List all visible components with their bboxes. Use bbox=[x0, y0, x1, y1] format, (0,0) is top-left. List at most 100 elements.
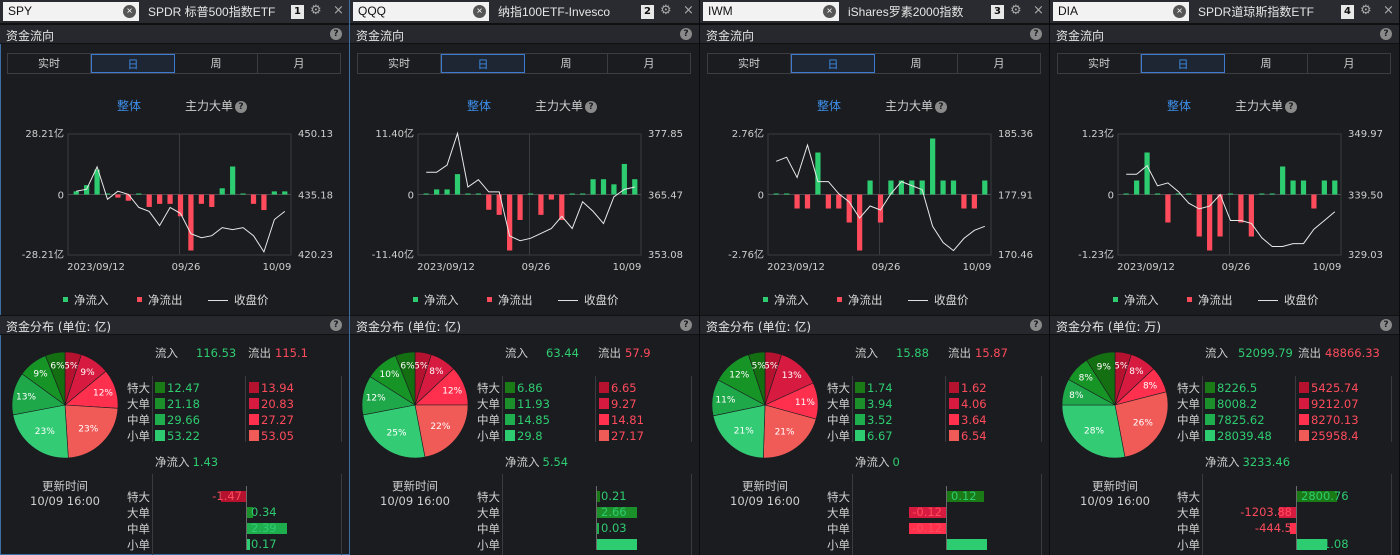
flow-chart: 1.23亿 0 -1.23亿 349.97 339.50 329.03 2023/09/12… bbox=[1078, 127, 1383, 273]
pie-slice bbox=[748, 351, 766, 406]
period-tab[interactable]: 日 bbox=[1141, 54, 1225, 73]
outflow-cell-value: 25958.4 bbox=[1311, 429, 1359, 443]
help-icon[interactable]: ? bbox=[1030, 319, 1042, 331]
close-icon[interactable]: × bbox=[1383, 3, 1394, 18]
clear-symbol-icon[interactable]: × bbox=[473, 5, 486, 18]
net-value: 0.21 bbox=[601, 489, 627, 503]
pie-label: 11% bbox=[795, 398, 815, 408]
pie-label: 9% bbox=[33, 369, 48, 379]
flow-bar bbox=[188, 194, 194, 251]
mode-all[interactable]: 整体 bbox=[817, 99, 842, 113]
settings-sliders-icon[interactable]: ⚙ bbox=[310, 3, 322, 18]
legend-red-swatch bbox=[837, 297, 842, 302]
period-tab[interactable]: 月 bbox=[993, 57, 1005, 70]
help-icon[interactable]: ? bbox=[1380, 28, 1392, 40]
flow-bar bbox=[271, 191, 277, 195]
net-value: -444.5 bbox=[1254, 521, 1292, 535]
net-bar bbox=[247, 507, 253, 518]
help-icon[interactable]: ? bbox=[935, 101, 948, 113]
pie-label: 12% bbox=[442, 386, 462, 396]
outflow-cell-value: 8270.13 bbox=[1311, 413, 1359, 427]
symbol-input[interactable]: QQQ × bbox=[353, 2, 489, 21]
inflow-bar bbox=[855, 414, 865, 425]
legend-label: 净流出 bbox=[498, 293, 533, 307]
period-tab[interactable]: 实时 bbox=[708, 54, 791, 73]
help-icon[interactable]: ? bbox=[1380, 319, 1392, 331]
inflow-bar bbox=[1205, 430, 1215, 441]
help-icon[interactable]: ? bbox=[1285, 101, 1298, 113]
flow-bar bbox=[1175, 193, 1181, 195]
help-icon[interactable]: ? bbox=[330, 319, 342, 331]
x-tick: 09/26 bbox=[872, 262, 901, 273]
period-tab[interactable]: 实时 bbox=[358, 54, 441, 73]
mode-main-big-orders[interactable]: 主力大单? bbox=[1235, 97, 1298, 114]
help-icon[interactable]: ? bbox=[585, 101, 598, 113]
close-price-line bbox=[776, 143, 985, 252]
clear-symbol-icon[interactable]: × bbox=[1173, 5, 1186, 18]
flow-bar bbox=[569, 193, 575, 195]
flow-bar bbox=[877, 194, 884, 223]
mode-main-big-orders[interactable]: 主力大单? bbox=[885, 97, 948, 114]
net-value: 0.03 bbox=[601, 521, 627, 535]
mode-all[interactable]: 整体 bbox=[117, 99, 142, 113]
net-value: 0.12 bbox=[951, 489, 977, 503]
outflow-cell: 1.62 bbox=[949, 382, 987, 394]
close-icon[interactable]: × bbox=[1033, 3, 1044, 18]
flow-bar bbox=[73, 191, 79, 195]
legend-line-swatch bbox=[908, 300, 928, 301]
period-tab[interactable]: 月 bbox=[643, 57, 655, 70]
help-icon[interactable]: ? bbox=[680, 28, 692, 40]
period-tab[interactable]: 月 bbox=[293, 57, 305, 70]
outflow-bar bbox=[1299, 430, 1309, 441]
help-icon[interactable]: ? bbox=[680, 319, 692, 331]
mode-all[interactable]: 整体 bbox=[1167, 99, 1192, 113]
period-tab[interactable]: 月 bbox=[1343, 57, 1355, 70]
pie-label: 26% bbox=[1133, 419, 1153, 429]
pie-label: 5% bbox=[764, 362, 779, 372]
flow-chart: 2.76亿 0 -2.76亿 185.36 177.91 170.46 2023/09/12… bbox=[728, 127, 1033, 273]
y-right-tick: 170.46 bbox=[998, 250, 1033, 261]
period-tab[interactable]: 日 bbox=[441, 54, 525, 73]
period-tab[interactable]: 实时 bbox=[8, 54, 91, 73]
flow-bar bbox=[794, 194, 800, 209]
settings-sliders-icon[interactable]: ⚙ bbox=[1360, 3, 1372, 18]
mode-all[interactable]: 整体 bbox=[467, 99, 492, 113]
close-icon[interactable]: × bbox=[683, 3, 694, 18]
mode-main-big-orders[interactable]: 主力大单? bbox=[535, 97, 598, 114]
outflow-cell-value: 27.17 bbox=[611, 429, 644, 443]
mode-main-big-orders[interactable]: 主力大单? bbox=[185, 97, 248, 114]
size-label: 小单 bbox=[827, 429, 850, 443]
outflow-value: 48866.33 bbox=[1325, 346, 1380, 360]
help-icon[interactable]: ? bbox=[330, 28, 342, 40]
legend-label: 收盘价 bbox=[934, 293, 969, 307]
settings-sliders-icon[interactable]: ⚙ bbox=[660, 3, 672, 18]
symbol-input[interactable]: DIA × bbox=[1053, 2, 1189, 21]
help-icon[interactable]: ? bbox=[1030, 28, 1042, 40]
symbol-input[interactable]: SPY × bbox=[3, 2, 139, 21]
flow-bar bbox=[1134, 180, 1140, 195]
settings-sliders-icon[interactable]: ⚙ bbox=[1010, 3, 1022, 18]
help-icon[interactable]: ? bbox=[235, 101, 248, 113]
close-icon[interactable]: × bbox=[333, 3, 344, 18]
mode-main-label: 主力大单 bbox=[185, 99, 234, 113]
period-tab[interactable]: 周 bbox=[525, 54, 608, 73]
clear-symbol-icon[interactable]: × bbox=[823, 5, 836, 18]
inflow-label: 流入 bbox=[505, 346, 528, 360]
symbol-input[interactable]: IWM × bbox=[703, 2, 839, 21]
period-tab[interactable]: 日 bbox=[791, 54, 875, 73]
flow-bar bbox=[465, 193, 471, 195]
pie-label: 8% bbox=[429, 367, 444, 377]
period-selector: 实时日周 月 bbox=[357, 53, 691, 74]
period-tab[interactable]: 日 bbox=[91, 54, 175, 73]
clear-symbol-icon[interactable]: × bbox=[123, 5, 136, 18]
outflow-cell: 3.64 bbox=[949, 414, 987, 426]
period-tab[interactable]: 周 bbox=[1225, 54, 1308, 73]
inflow-value: 52099.79 bbox=[1238, 346, 1293, 360]
legend-line-swatch bbox=[1258, 300, 1278, 301]
period-tab[interactable]: 周 bbox=[175, 54, 258, 73]
pie-slice bbox=[1086, 351, 1116, 407]
symbol-text: DIA bbox=[1058, 4, 1079, 18]
inflow-cell-value: 3.52 bbox=[867, 413, 893, 427]
period-tab[interactable]: 实时 bbox=[1058, 54, 1141, 73]
period-tab[interactable]: 周 bbox=[875, 54, 958, 73]
